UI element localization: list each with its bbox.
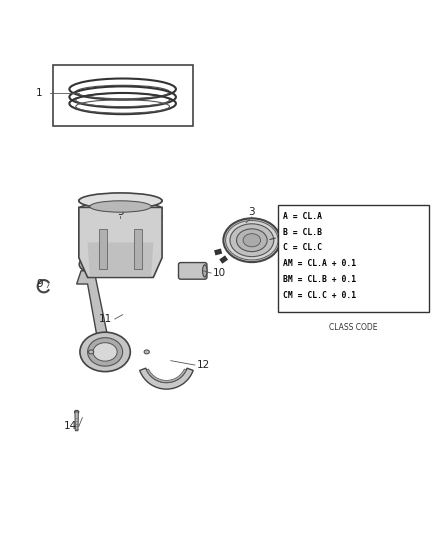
Ellipse shape [237, 229, 267, 252]
Text: AM = CL.A + 0.1: AM = CL.A + 0.1 [283, 259, 357, 268]
Text: CLASS CODE: CLASS CODE [329, 324, 378, 333]
Ellipse shape [243, 233, 261, 247]
Polygon shape [134, 229, 142, 269]
Ellipse shape [144, 350, 149, 354]
Text: 9: 9 [36, 279, 43, 289]
Text: 10: 10 [212, 268, 226, 278]
Ellipse shape [88, 338, 123, 366]
Polygon shape [99, 229, 107, 269]
Ellipse shape [230, 224, 274, 257]
Polygon shape [88, 243, 153, 277]
Text: CM = CL.C + 0.1: CM = CL.C + 0.1 [283, 290, 357, 300]
Text: 3: 3 [248, 207, 255, 217]
FancyBboxPatch shape [178, 263, 207, 279]
Ellipse shape [83, 260, 92, 268]
Ellipse shape [80, 332, 131, 372]
Bar [219, 255, 228, 264]
Text: C = CL.C: C = CL.C [283, 243, 322, 252]
Polygon shape [79, 207, 162, 278]
Text: 12: 12 [197, 360, 210, 370]
Polygon shape [75, 412, 78, 431]
Bar [214, 248, 222, 255]
Text: 11: 11 [99, 314, 112, 324]
Text: 14: 14 [64, 422, 77, 431]
Bar [53, 65, 193, 126]
Wedge shape [147, 369, 186, 383]
Text: BM = CL.B + 0.1: BM = CL.B + 0.1 [283, 275, 357, 284]
Text: A = CL.A: A = CL.A [283, 212, 322, 221]
Text: 3: 3 [117, 207, 124, 217]
Ellipse shape [90, 201, 151, 212]
Ellipse shape [93, 343, 117, 361]
Wedge shape [140, 368, 193, 389]
Polygon shape [77, 271, 110, 345]
Text: 1: 1 [36, 88, 43, 99]
Ellipse shape [79, 193, 162, 209]
Ellipse shape [223, 219, 280, 262]
Ellipse shape [88, 350, 94, 354]
Ellipse shape [74, 410, 79, 414]
Ellipse shape [79, 258, 96, 271]
Ellipse shape [202, 265, 207, 277]
Text: B = CL.B: B = CL.B [283, 228, 322, 237]
FancyBboxPatch shape [278, 205, 429, 312]
